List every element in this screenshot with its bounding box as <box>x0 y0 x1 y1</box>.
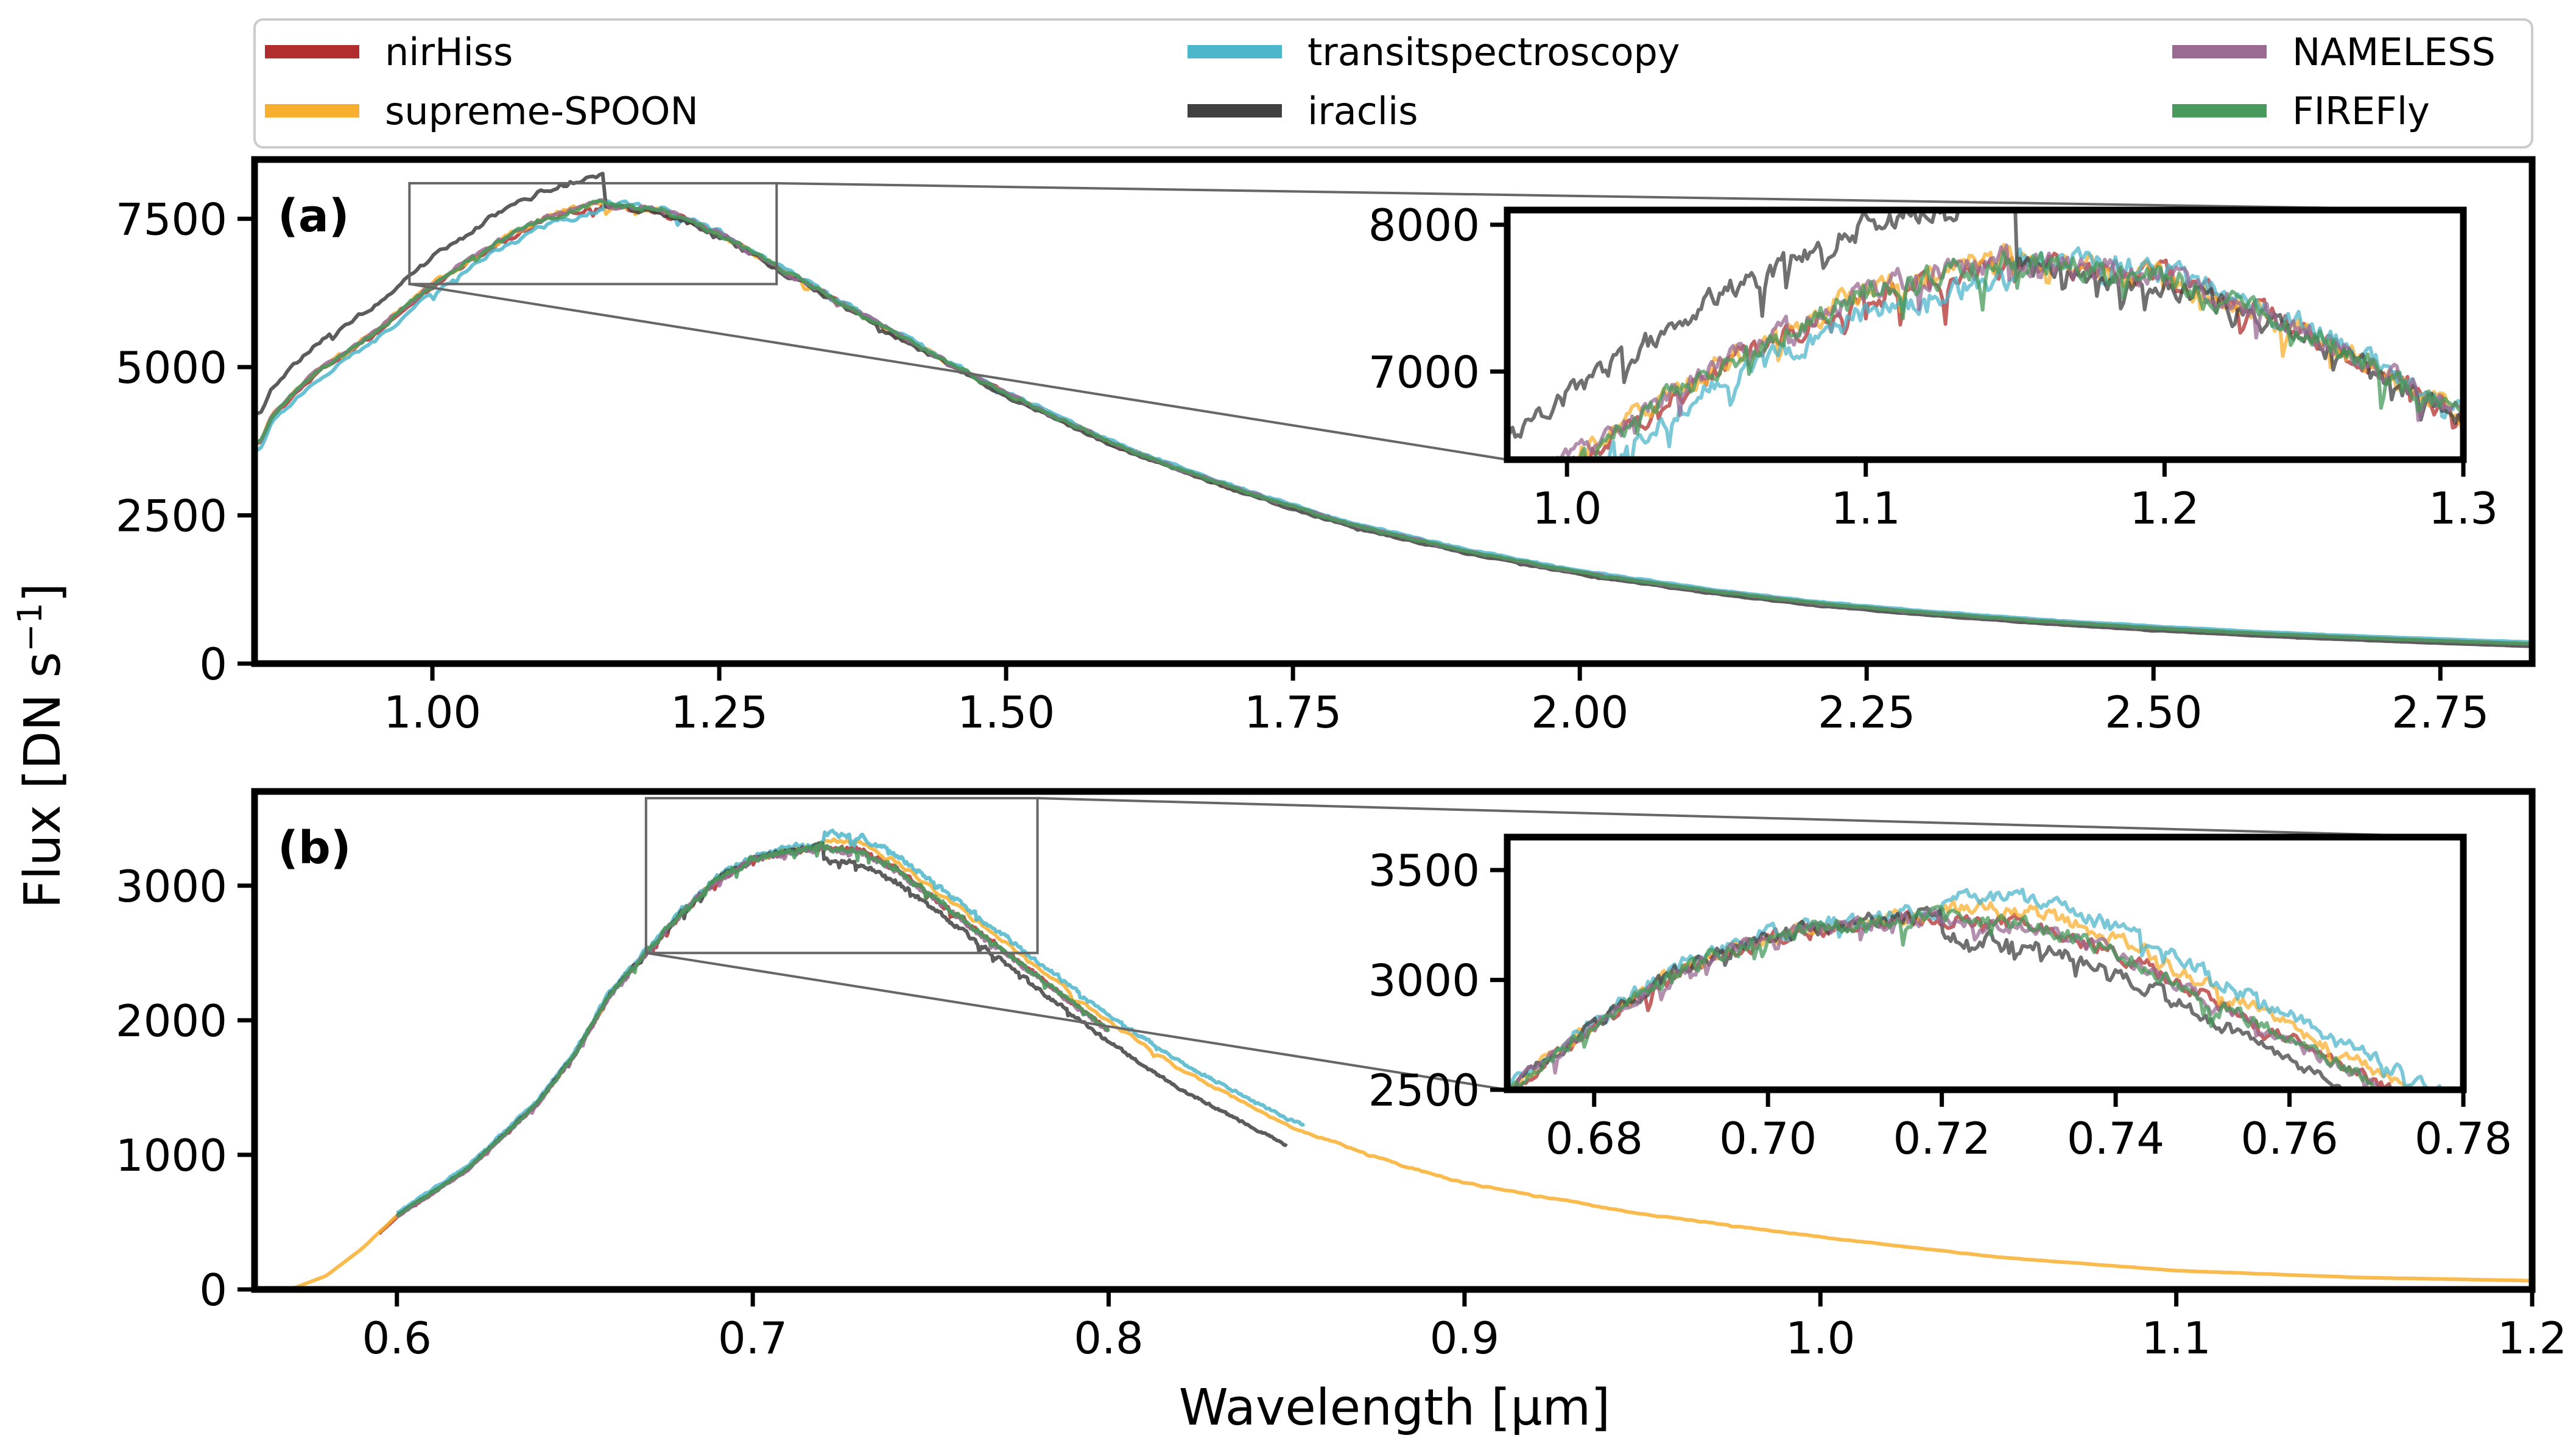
panel-a-series-transitspectroscopy <box>255 199 2532 644</box>
panel-b-inset-series-firefly <box>1507 905 2395 1090</box>
panel-b-inset-x-tick-label: 0.74 <box>2067 1113 2164 1164</box>
panel-a-inset-series-iraclis <box>1507 210 2463 439</box>
legend-label-supreme-spoon: supreme-SPOON <box>385 89 699 133</box>
panel-a-inset-y-tick-label: 7000 <box>1368 346 1480 398</box>
legend-frame <box>253 18 2533 149</box>
panel-a-y-tick-label: 5000 <box>116 342 227 393</box>
panel-b-series-iraclis <box>395 841 1288 1218</box>
panel-a-y-tick-label: 7500 <box>116 194 227 245</box>
panel-b-series-transitspectroscopy <box>396 829 1306 1215</box>
panel-b-inset-series-group <box>1507 888 2443 1090</box>
panel-a-x-tick-label: 2.25 <box>1818 687 1915 738</box>
panel-b-x-tick-label: 0.6 <box>362 1313 432 1364</box>
panel-b-x-tick-label: 1.1 <box>2141 1313 2211 1364</box>
x-axis-label: Wavelength [μm] <box>1179 1379 1611 1437</box>
panel-b-inset-y-tick-label: 2500 <box>1368 1065 1480 1116</box>
panel-a-x-tick-label: 1.25 <box>670 687 768 738</box>
panel-b-x-tick-label: 1.0 <box>1786 1313 1856 1364</box>
panel-a-inset-x-tick-label: 1.1 <box>1831 483 1901 534</box>
panel-b-series-nameless <box>395 843 1110 1219</box>
panel-a-label: (a) <box>278 190 350 242</box>
legend-label-iraclis: iraclis <box>1307 89 1418 133</box>
panel-b-inset-y-tick-label: 3000 <box>1368 955 1480 1006</box>
panel-b-zoom-connector-top <box>1037 797 2464 838</box>
legend-label-transitspectroscopy: transitspectroscopy <box>1307 30 1680 74</box>
panel-a-inset-series-nameless <box>1553 244 2463 460</box>
legend: nirHiss supreme-SPOON transitspectroscop… <box>253 18 2533 149</box>
panel-a-inset-x-tick-label: 1.3 <box>2429 483 2499 534</box>
legend-entry-firefly: FIREFly <box>2172 89 2430 133</box>
panel-b-inset-x-tick-label: 0.68 <box>1546 1113 1643 1164</box>
panel-b-series-firefly <box>396 841 1111 1218</box>
panel-b-y-tick-label: 0 <box>199 1264 227 1316</box>
panel-a-x-tick-label: 2.00 <box>1531 687 1628 738</box>
panel-b-inset-x-tick-label: 0.70 <box>1719 1113 1817 1164</box>
panel-a-inset: 1.0 1.1 1.2 1.3 7000 8000 <box>1368 200 2499 534</box>
panel-a-y-tick-label: 2500 <box>116 490 227 541</box>
panel-a-inset-y-tick-label: 8000 <box>1368 200 1480 251</box>
panel-b-inset-x-tick-label: 0.72 <box>1893 1113 1990 1164</box>
panel-a: 1.00 1.25 1.50 1.75 2.00 2.25 2.50 2.75 0 2500 500… <box>116 156 2536 738</box>
panel-a-zoom-region <box>408 181 778 286</box>
panel-b-zoom-region <box>644 797 1039 955</box>
panel-a-series-group <box>255 172 2532 648</box>
panel-b-zoom-connector-bottom <box>646 952 1508 1091</box>
panel-a-x-tick-label: 1.50 <box>957 687 1055 738</box>
panel-a-frame <box>251 156 2536 667</box>
panel-a-inset-x-tick-label: 1.2 <box>2130 483 2200 534</box>
panel-a-x-tick-label: 2.50 <box>2105 687 2202 738</box>
panel-a-zoom-connector-top <box>776 181 2464 211</box>
panel-b-frame <box>251 788 2536 1293</box>
panel-a-series-iraclis <box>255 172 2532 648</box>
panel-b-series-group <box>272 829 2532 1289</box>
legend-entry-iraclis: iraclis <box>1188 89 1418 133</box>
panel-a-zoom-connector-bottom <box>409 282 1508 461</box>
panel-a-inset-series-firefly <box>1558 250 2463 460</box>
panel-b-inset-x-tick-label: 0.76 <box>2240 1113 2338 1164</box>
panel-b-x-tick-label: 0.9 <box>1430 1313 1500 1364</box>
panel-a-x-tick-label: 1.00 <box>384 687 481 738</box>
panel-b-inset-y-tick-label: 3500 <box>1368 845 1480 896</box>
panel-b: 0.6 0.7 0.8 0.9 1.0 1.1 1.2 0 1000 2000 3000 (b) 0.6… <box>116 788 2567 1364</box>
legend-entry-supreme-spoon: supreme-SPOON <box>265 89 699 133</box>
panel-a-x-tick-label: 2.75 <box>2391 687 2489 738</box>
panel-a-inset-frame <box>1504 206 2467 463</box>
panel-a-inset-x-tick-label: 1.0 <box>1532 483 1602 534</box>
panel-b-label: (b) <box>278 822 351 874</box>
panel-b-inset-x-tick-label: 0.78 <box>2415 1113 2512 1164</box>
panel-b-x-tick-label: 1.2 <box>2497 1313 2567 1364</box>
panel-a-series-firefly <box>255 198 2532 646</box>
legend-label-nameless: NAMELESS <box>2292 30 2496 74</box>
legend-entry-nirhiss: nirHiss <box>265 30 513 74</box>
legend-entry-transitspectroscopy: transitspectroscopy <box>1188 30 1680 74</box>
panel-b-y-tick-label: 2000 <box>116 995 227 1047</box>
panel-a-y-tick-label: 0 <box>199 639 227 690</box>
legend-label-firefly: FIREFly <box>2292 89 2430 133</box>
panel-b-x-tick-label: 0.8 <box>1074 1313 1144 1364</box>
panel-b-series-nirhiss <box>378 843 1110 1235</box>
legend-label-nirhiss: nirHiss <box>385 30 513 74</box>
panel-b-y-tick-label: 1000 <box>116 1130 227 1181</box>
panel-b-x-tick-label: 0.7 <box>718 1313 788 1364</box>
panel-b-inset: 0.68 0.70 0.72 0.74 0.76 0.78 2500 3000 3500 <box>1368 833 2512 1164</box>
panel-a-inset-series-group <box>1507 210 2463 460</box>
panel-b-inset-frame <box>1504 833 2467 1093</box>
panel-a-x-tick-label: 1.75 <box>1244 687 1342 738</box>
panel-b-inset-series-nameless <box>1507 907 2382 1090</box>
legend-entry-nameless: NAMELESS <box>2172 30 2496 74</box>
panel-b-y-tick-label: 3000 <box>116 861 227 912</box>
y-axis-label: Flux [DN s−1] <box>10 583 72 909</box>
